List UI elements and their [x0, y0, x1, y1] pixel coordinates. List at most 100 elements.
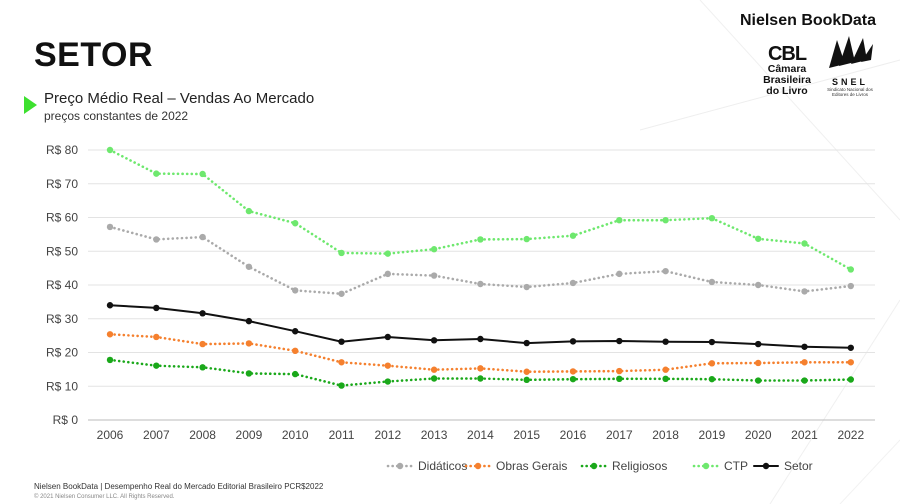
data-point-setor	[662, 338, 669, 345]
data-point-ctp	[616, 217, 623, 224]
data-point-ctp	[153, 170, 160, 177]
snel-name: SNEL	[831, 77, 868, 87]
legend-marker-didaticos	[396, 462, 404, 470]
data-point-setor	[245, 317, 253, 325]
data-point-religiosos	[523, 376, 530, 384]
data-point-didaticos	[477, 280, 484, 288]
series-line-religiosos	[108, 358, 853, 387]
x-tick-label: 2020	[745, 428, 772, 442]
data-point-setor	[292, 328, 299, 335]
x-tick-label: 2006	[97, 428, 124, 442]
data-point-setor	[338, 338, 345, 345]
data-point-religiosos	[245, 370, 253, 377]
data-point-obras_gerais	[245, 340, 253, 347]
data-point-religiosos	[338, 382, 345, 389]
data-point-obras_gerais	[292, 347, 299, 355]
data-point-didaticos	[801, 288, 808, 295]
x-tick-label: 2009	[236, 428, 263, 442]
data-point-didaticos	[708, 278, 716, 286]
x-tick-label: 2010	[282, 428, 309, 442]
y-tick-label: R$ 50	[46, 244, 78, 258]
legend-marker-religiosos	[590, 462, 598, 470]
data-point-ctp	[106, 146, 114, 154]
y-tick-label: R$ 40	[46, 278, 78, 292]
chart-subtitle: preços constantes de 2022	[44, 109, 189, 123]
y-tick-label: R$ 80	[46, 143, 78, 157]
data-point-didaticos	[569, 279, 577, 287]
data-point-religiosos	[569, 375, 577, 383]
cbl-name: Câmara Brasileira do Livro	[763, 63, 811, 97]
data-point-ctp	[430, 246, 438, 253]
data-point-obras_gerais	[755, 359, 762, 367]
data-point-didaticos	[199, 233, 206, 241]
y-tick-label: R$ 70	[46, 177, 78, 191]
data-point-didaticos	[106, 223, 114, 231]
data-point-setor	[430, 337, 438, 344]
y-tick-label: R$ 10	[46, 379, 78, 393]
data-point-didaticos	[662, 267, 669, 275]
data-point-ctp	[755, 235, 762, 242]
data-point-ctp	[292, 220, 299, 227]
data-point-religiosos	[106, 356, 114, 364]
data-point-ctp	[245, 207, 253, 215]
data-point-obras_gerais	[662, 366, 669, 373]
x-tick-label: 2016	[560, 428, 587, 442]
legend-label-ctp: CTP	[724, 459, 748, 473]
data-point-obras_gerais	[338, 359, 345, 366]
x-tick-label: 2015	[513, 428, 540, 442]
x-tick-label: 2007	[143, 428, 170, 442]
data-point-setor	[708, 338, 716, 346]
data-point-didaticos	[338, 290, 345, 297]
snel-subtitle: Sindicato Nacional dos Editores de Livro…	[827, 87, 873, 97]
data-point-ctp	[801, 240, 808, 247]
x-tick-label: 2008	[189, 428, 216, 442]
footer-copyright: © 2021 Nielsen Consumer LLC. All Rights …	[34, 494, 175, 500]
data-point-religiosos	[616, 375, 623, 383]
data-point-obras_gerais	[523, 368, 530, 375]
x-tick-label: 2014	[467, 428, 494, 442]
y-tick-label: R$ 20	[46, 346, 78, 360]
data-point-ctp	[847, 266, 854, 273]
data-point-obras_gerais	[384, 362, 391, 369]
data-point-setor	[106, 302, 114, 309]
data-point-obras_gerais	[106, 331, 114, 338]
data-point-obras_gerais	[708, 360, 716, 367]
x-tick-label: 2022	[837, 428, 864, 442]
data-point-religiosos	[708, 375, 716, 383]
data-point-setor	[477, 335, 484, 343]
legend-label-religiosos: Religiosos	[612, 459, 667, 473]
data-point-ctp	[523, 235, 530, 243]
data-point-ctp	[477, 236, 484, 243]
x-tick-label: 2011	[329, 428, 355, 442]
nielsen-bookdata-logo: Nielsen BookData	[739, 12, 876, 29]
data-point-didaticos	[384, 270, 391, 278]
data-point-setor	[847, 344, 854, 351]
x-tick-label: 2017	[606, 428, 633, 442]
data-point-didaticos	[755, 281, 762, 289]
data-point-obras_gerais	[616, 367, 623, 375]
title-marker-icon	[24, 96, 37, 114]
data-point-ctp	[662, 217, 669, 224]
snel-logo: SNEL Sindicato Nacional dos Editores de …	[822, 34, 878, 97]
data-point-religiosos	[801, 377, 808, 384]
y-tick-label: R$ 30	[46, 312, 78, 326]
data-point-religiosos	[430, 375, 438, 382]
legend-label-setor: Setor	[784, 459, 813, 473]
legend-marker-ctp	[702, 462, 710, 470]
data-point-setor	[569, 338, 577, 345]
data-point-didaticos	[616, 270, 623, 278]
data-point-obras_gerais	[569, 368, 577, 375]
chart-title: Preço Médio Real – Vendas Ao Mercado	[44, 90, 315, 107]
data-point-setor	[523, 339, 530, 347]
data-point-setor	[153, 304, 160, 312]
data-point-obras_gerais	[199, 340, 206, 348]
data-point-obras_gerais	[153, 333, 160, 341]
data-point-obras_gerais	[801, 359, 808, 366]
data-point-setor	[384, 333, 391, 341]
data-point-setor	[616, 337, 623, 345]
data-point-religiosos	[292, 370, 299, 378]
footer-source: Nielsen BookData | Desempenho Real do Me…	[34, 482, 324, 491]
data-point-religiosos	[477, 375, 484, 382]
data-point-ctp	[199, 170, 206, 178]
data-point-religiosos	[384, 378, 391, 385]
